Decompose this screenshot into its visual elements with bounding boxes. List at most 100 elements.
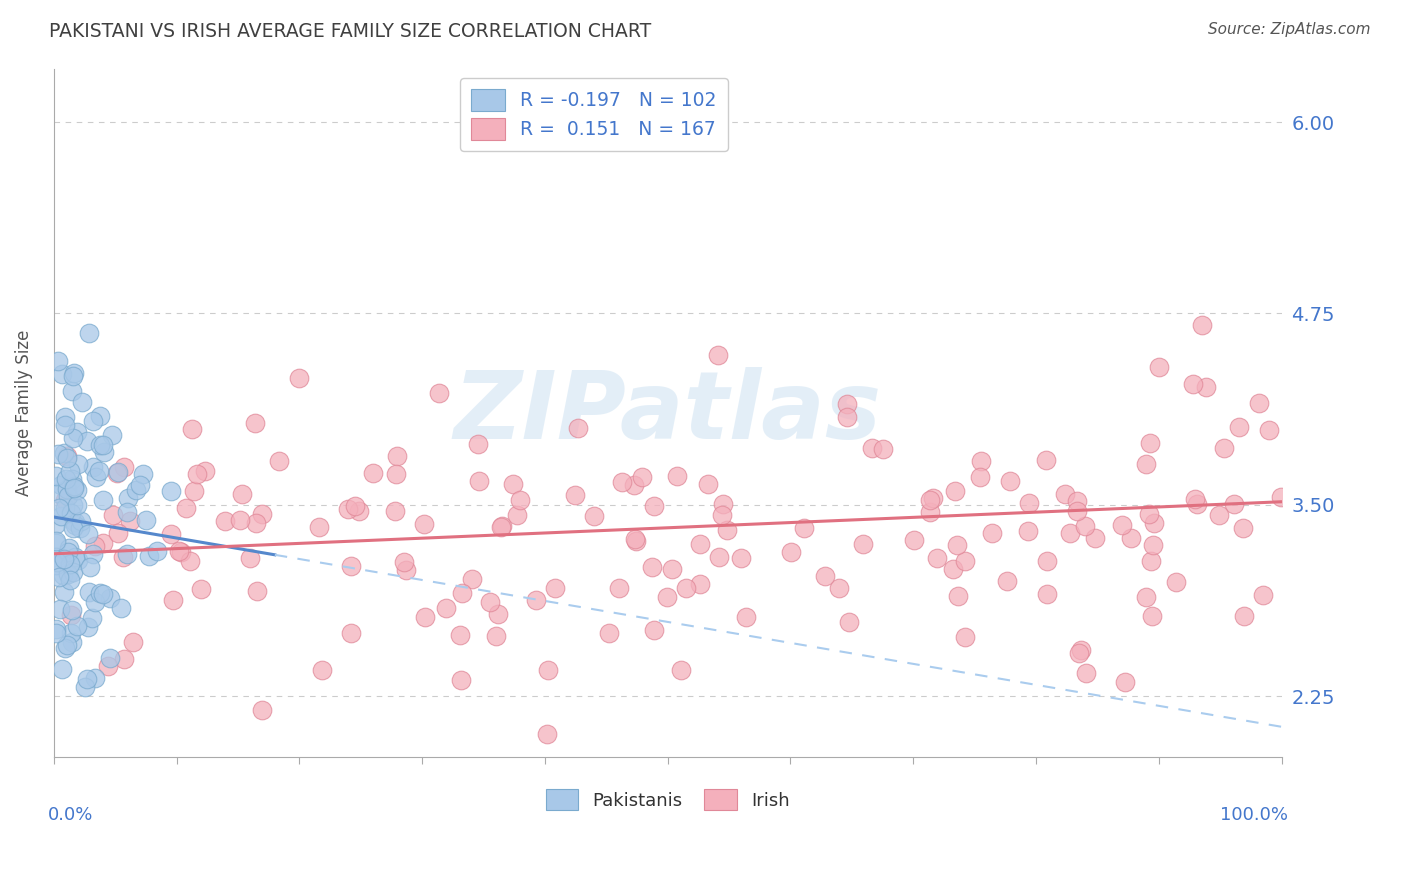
Point xyxy=(73,680,96,694)
Point xyxy=(45,534,67,549)
Point xyxy=(82,414,104,428)
Point xyxy=(91,493,114,508)
Y-axis label: Average Family Size: Average Family Size xyxy=(15,330,32,496)
Point xyxy=(100,428,122,442)
Point xyxy=(925,551,948,566)
Point xyxy=(953,554,976,568)
Point xyxy=(920,506,942,520)
Point xyxy=(1070,643,1092,657)
Point xyxy=(117,547,139,561)
Point xyxy=(506,508,529,523)
Point xyxy=(135,512,157,526)
Point xyxy=(169,543,191,558)
Point xyxy=(63,549,86,564)
Point xyxy=(89,409,111,423)
Point xyxy=(612,475,634,490)
Point xyxy=(63,518,86,533)
Point xyxy=(942,562,965,576)
Point xyxy=(707,348,730,362)
Point xyxy=(56,489,79,503)
Point xyxy=(449,628,471,642)
Point xyxy=(45,468,67,483)
Point xyxy=(53,584,76,599)
Point xyxy=(45,622,67,636)
Point xyxy=(65,483,87,497)
Point xyxy=(1076,666,1098,681)
Point xyxy=(793,521,815,535)
Point xyxy=(62,566,84,580)
Point xyxy=(489,520,512,534)
Point xyxy=(66,457,89,471)
Point xyxy=(1195,380,1218,394)
Point xyxy=(1036,587,1059,601)
Point xyxy=(62,369,84,384)
Point xyxy=(53,418,76,433)
Point xyxy=(245,416,267,430)
Point xyxy=(1135,457,1157,471)
Point xyxy=(56,567,79,582)
Point xyxy=(93,445,115,459)
Point xyxy=(860,441,883,455)
Point xyxy=(413,610,436,624)
Point xyxy=(45,555,67,569)
Point xyxy=(107,465,129,479)
Point xyxy=(1054,486,1077,500)
Point xyxy=(675,581,697,595)
Point xyxy=(1212,441,1234,455)
Point xyxy=(361,467,384,481)
Point xyxy=(98,591,121,605)
Point xyxy=(1135,591,1157,605)
Point xyxy=(643,500,665,514)
Point xyxy=(58,541,80,556)
Point xyxy=(121,634,143,648)
Point xyxy=(711,497,734,511)
Point xyxy=(77,585,100,599)
Point xyxy=(624,532,647,546)
Point xyxy=(460,572,482,586)
Point xyxy=(835,397,858,411)
Point xyxy=(509,493,531,508)
Point xyxy=(689,576,711,591)
Point xyxy=(70,514,93,528)
Point xyxy=(79,559,101,574)
Point xyxy=(1035,453,1057,467)
Point xyxy=(427,386,450,401)
Point xyxy=(56,482,79,496)
Point xyxy=(392,555,415,569)
Point xyxy=(564,487,586,501)
Point xyxy=(179,554,201,568)
Point xyxy=(62,431,84,445)
Point xyxy=(1139,435,1161,450)
Point xyxy=(252,507,274,521)
Point xyxy=(60,384,83,399)
Point xyxy=(308,519,330,533)
Point xyxy=(943,483,966,498)
Point xyxy=(696,477,718,491)
Point xyxy=(837,410,859,425)
Point xyxy=(1184,491,1206,506)
Point xyxy=(467,437,489,451)
Point xyxy=(59,607,82,622)
Point xyxy=(598,626,620,640)
Point xyxy=(118,514,141,528)
Point xyxy=(1191,318,1213,333)
Point xyxy=(89,437,111,451)
Point xyxy=(339,626,361,640)
Point xyxy=(267,454,290,468)
Point xyxy=(872,442,894,457)
Point xyxy=(502,476,524,491)
Point xyxy=(59,506,82,520)
Point xyxy=(101,508,124,522)
Point xyxy=(45,558,67,573)
Point xyxy=(1018,496,1040,510)
Point xyxy=(1253,588,1275,602)
Point xyxy=(46,447,69,461)
Point xyxy=(52,446,75,460)
Point xyxy=(491,519,513,533)
Point xyxy=(160,483,183,498)
Point xyxy=(53,492,76,507)
Point xyxy=(250,703,273,717)
Point xyxy=(669,663,692,677)
Point xyxy=(920,493,942,508)
Point xyxy=(1142,609,1164,624)
